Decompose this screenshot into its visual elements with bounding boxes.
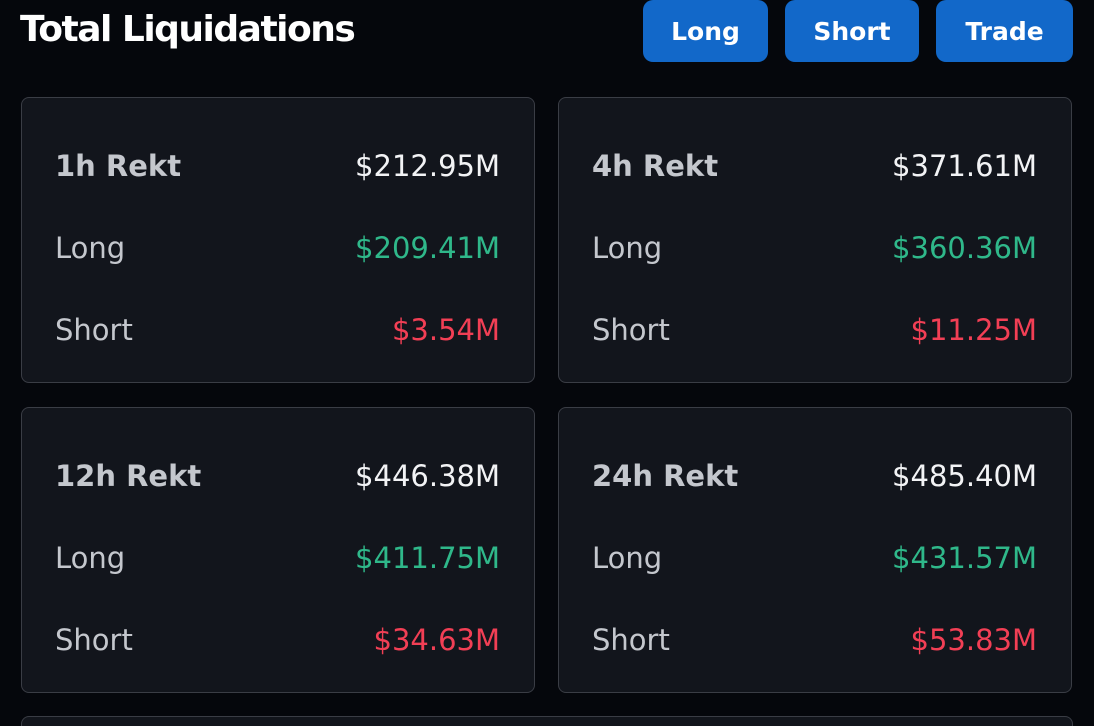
card-header: 24h Rekt $485.40M <box>592 456 1037 496</box>
card-header: 12h Rekt $446.38M <box>55 456 500 496</box>
card: 4h Rekt $371.61M Long $360.36M Short $11.25M <box>558 97 1072 383</box>
row-label: Short <box>55 313 133 347</box>
row-label: Short <box>592 623 670 657</box>
row-label: Short <box>55 623 133 657</box>
row-value: $360.36M <box>892 231 1037 265</box>
card: 12h Rekt $446.38M Long $411.75M Short $34.63M <box>21 407 535 693</box>
row-label: Long <box>55 541 126 575</box>
total-value: $446.38M <box>355 459 500 493</box>
card-header: 1h Rekt $212.95M <box>55 146 500 186</box>
row-value: $209.41M <box>355 231 500 265</box>
card-row: Short $53.83M <box>592 620 1037 660</box>
period-label: 4h Rekt <box>592 149 719 183</box>
period-label: 12h Rekt <box>55 459 202 493</box>
tab-button[interactable]: Long <box>643 0 768 62</box>
card-row: Long $411.75M <box>55 538 500 578</box>
row-value: $3.54M <box>391 313 500 347</box>
card: 1h Rekt $212.95M Long $209.41M Short $3.54M <box>21 97 535 383</box>
period-label: 1h Rekt <box>55 149 182 183</box>
row-label: Short <box>592 313 670 347</box>
row-label: Long <box>592 231 663 265</box>
total-value: $371.61M <box>892 149 1037 183</box>
card: 24h Rekt $485.40M Long $431.57M Short $53.83M <box>558 407 1072 693</box>
card-row: Short $3.54M <box>55 310 500 350</box>
period-label: 24h Rekt <box>592 459 739 493</box>
total-value: $212.95M <box>355 149 500 183</box>
card-row: Short $11.25M <box>592 310 1037 350</box>
total-value: $485.40M <box>892 459 1037 493</box>
card-row: Long $431.57M <box>592 538 1037 578</box>
card-row: Long $209.41M <box>55 228 500 268</box>
tab-button[interactable]: Short <box>785 0 919 62</box>
tab-button[interactable]: Trade <box>936 0 1073 62</box>
row-value: $34.63M <box>373 623 501 657</box>
row-label: Long <box>55 231 126 265</box>
card <box>21 716 1073 726</box>
card-header: 4h Rekt $371.61M <box>592 146 1037 186</box>
card-row: Long $360.36M <box>592 228 1037 268</box>
row-value: $411.75M <box>355 541 500 575</box>
card-row: Short $34.63M <box>55 620 500 660</box>
row-value: $53.83M <box>910 623 1038 657</box>
row-value: $431.57M <box>892 541 1037 575</box>
row-label: Long <box>592 541 663 575</box>
row-value: $11.25M <box>910 313 1038 347</box>
page-title: Total Liquidations <box>20 9 356 50</box>
